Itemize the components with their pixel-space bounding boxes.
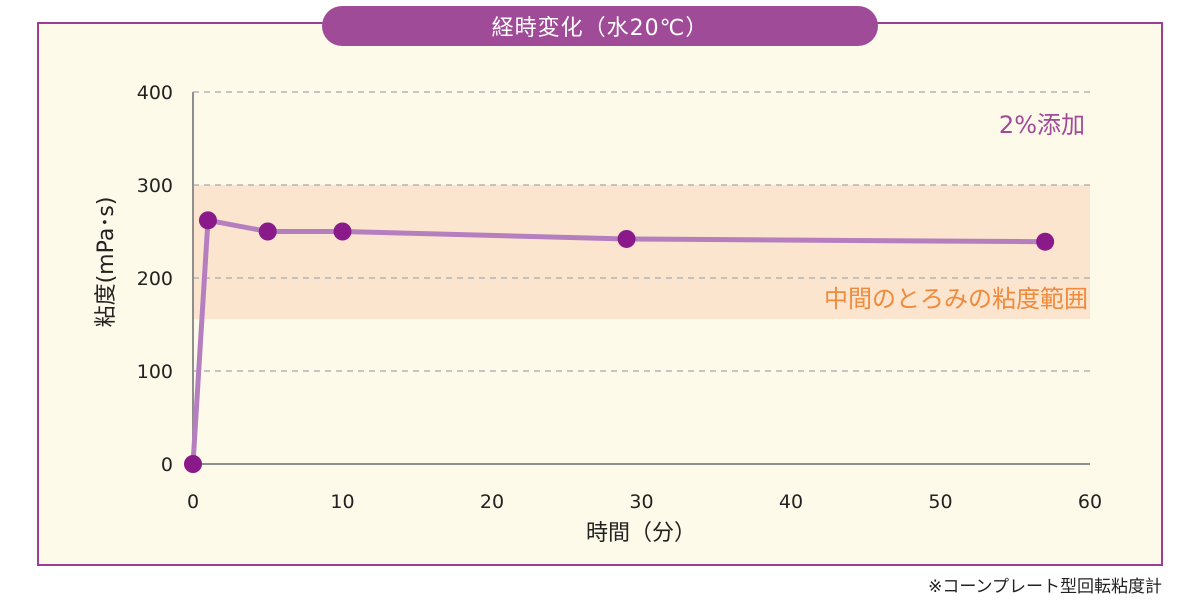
- series-label: 2%添加: [999, 111, 1085, 139]
- data-point: [198, 211, 217, 230]
- y-tick-label: 300: [137, 175, 173, 197]
- footnote: ※コーンプレート型回転粘度計: [928, 577, 1162, 597]
- data-point: [258, 222, 277, 241]
- x-tick-label: 10: [330, 491, 354, 513]
- y-tick-label: 200: [137, 268, 173, 290]
- y-axis-label: 粘度(mPa･s): [94, 197, 119, 328]
- x-axis-label: 時間（分）: [586, 521, 696, 546]
- x-tick-label: 40: [779, 491, 803, 513]
- series-line: [190, 217, 1048, 467]
- data-point: [617, 229, 636, 248]
- data-point: [184, 455, 202, 473]
- x-tick-label: 0: [187, 491, 199, 513]
- data-point: [1036, 232, 1055, 251]
- data-point: [333, 222, 352, 241]
- chart-title: 経時変化（水20℃）: [322, 6, 878, 46]
- target-range-band: [193, 185, 1090, 319]
- band-label: 中間のとろみの粘度範囲: [824, 285, 1088, 313]
- y-tick-label: 0: [161, 454, 173, 476]
- y-tick-label: 400: [137, 82, 173, 104]
- x-tick-label: 60: [1078, 491, 1102, 513]
- x-tick-label: 50: [928, 491, 952, 513]
- x-tick-label: 20: [480, 491, 504, 513]
- y-tick-label: 100: [137, 361, 173, 383]
- x-tick-label: 30: [629, 491, 653, 513]
